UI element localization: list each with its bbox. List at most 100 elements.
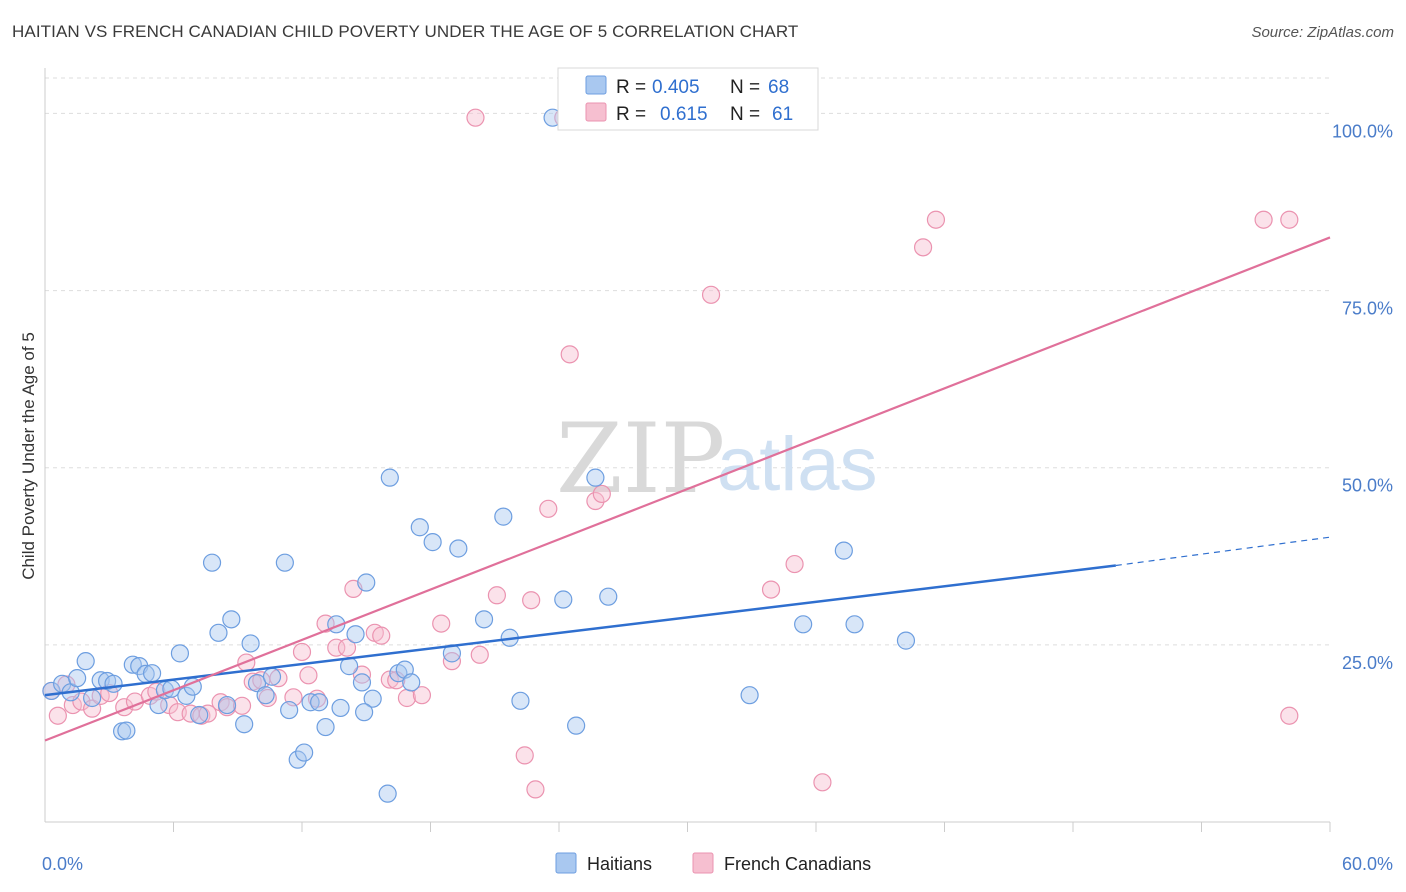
watermark: ZIP atlas (556, 403, 878, 515)
x-tick-labels: 0.0% 60.0% (42, 854, 1393, 874)
french-canadian-point (701, 285, 721, 304)
legend-r-label-1: R = (616, 77, 646, 98)
haitian-point (310, 693, 329, 712)
french-canadian-point (1280, 706, 1299, 725)
haitian-point (511, 691, 530, 710)
haitian-point (357, 573, 376, 592)
french-canadian-point (232, 696, 252, 715)
french-canadian-point (785, 554, 804, 574)
french-canadian-point (292, 642, 312, 662)
legend-n-value-2: 61 (772, 104, 793, 125)
y-tick-label: 25.0% (1342, 653, 1393, 673)
haitian-point (235, 715, 254, 734)
haitian-point (262, 667, 282, 686)
french-canadian-point (586, 491, 605, 511)
french-canadian-point (487, 586, 506, 605)
legend: R = 0.405 N = 68 R = 0.615 N = 61 (557, 67, 819, 131)
haitian-point (346, 625, 365, 644)
bottom-legend-french-canadians: French Canadians (724, 854, 871, 874)
french-canadian-point (761, 580, 781, 599)
french-canadian-point (299, 666, 318, 685)
french-canadians-points (42, 108, 1299, 799)
legend-swatch-french-canadians (585, 102, 607, 122)
haitian-point (83, 688, 102, 708)
legend-n-value-1: 68 (768, 77, 789, 98)
french-canadian-point (352, 665, 372, 684)
legend-n-label-1: N = (730, 77, 760, 98)
french-canadian-point (432, 614, 451, 633)
haitian-point (363, 689, 382, 708)
haitian-point (896, 631, 916, 650)
haitian-point (104, 674, 123, 693)
french-canadian-point (1280, 210, 1299, 229)
haitian-point (599, 587, 618, 606)
french-canadian-point (269, 669, 288, 688)
legend-r-value-2: 0.615 (660, 104, 708, 125)
bottom-legend-haitians: Haitians (587, 854, 652, 874)
haitian-point (275, 553, 294, 572)
haitian-point (834, 541, 853, 560)
y-tick-label: 75.0% (1342, 299, 1393, 319)
bottom-legend-swatch-french-canadians (692, 852, 714, 874)
haitian-point (190, 705, 209, 725)
haitian-point (474, 610, 494, 629)
haitian-point (222, 610, 241, 629)
haitian-point (217, 695, 237, 715)
trend-lines (44, 236, 1331, 742)
french-canadian-point (83, 699, 102, 718)
haitian-point (177, 686, 196, 705)
haitian-point (740, 686, 759, 705)
french-canadian-point (926, 210, 946, 229)
french-canadian-point (372, 626, 391, 645)
haitian-point (380, 468, 399, 487)
french-canadian-point (337, 638, 357, 657)
haitian-point (209, 623, 228, 642)
chart-title: HAITIAN VS FRENCH CANADIAN CHILD POVERTY… (12, 22, 799, 41)
haitian-point (76, 652, 95, 671)
french-canadian-point (913, 238, 933, 257)
source-label: Source: ZipAtlas.com (1251, 24, 1394, 41)
x-tick-label-max: 60.0% (1342, 854, 1393, 874)
haitian-point (123, 655, 142, 674)
french-canadian-point (412, 686, 432, 705)
french-canadian-point (1254, 210, 1273, 229)
y-tick-label: 50.0% (1342, 476, 1393, 496)
french-canadian-point (539, 499, 558, 518)
haitian-point (280, 700, 299, 720)
legend-r-value-1: 0.405 (652, 77, 700, 98)
haitian-point (352, 673, 372, 692)
haitian-point (288, 750, 307, 769)
haitian-point (449, 539, 468, 558)
french-canadian-point (442, 652, 462, 671)
haitian-point (794, 615, 813, 634)
haitian-point (378, 784, 397, 803)
y-tick-label: 100.0% (1332, 121, 1393, 141)
haitian-point (295, 743, 314, 762)
haitian-point (331, 698, 350, 718)
haitians-trend-extension (1115, 536, 1331, 567)
legend-n-label-2: N = (730, 104, 760, 125)
french-canadian-point (515, 746, 534, 765)
french-canadians-trend-line (44, 236, 1331, 742)
haitian-point (567, 716, 586, 735)
haitian-point (316, 717, 335, 737)
haitian-point (355, 703, 374, 722)
french-canadian-point (560, 345, 579, 364)
watermark-zip: ZIP (556, 403, 725, 515)
y-axis-label: Child Poverty Under the Age of 5 (19, 332, 38, 580)
haitian-point (117, 721, 136, 740)
haitian-point (68, 669, 87, 688)
haitian-point (241, 634, 260, 653)
french-canadian-point (592, 484, 611, 504)
x-tick-label-min: 0.0% (42, 854, 83, 874)
french-canadian-point (813, 773, 832, 792)
legend-r-label-2: R = (616, 104, 646, 125)
haitian-point (494, 507, 513, 526)
french-canadian-point (327, 638, 346, 657)
haitians-trend-line (44, 564, 1116, 697)
french-canadian-point (470, 645, 489, 664)
haitian-point (142, 664, 162, 683)
haitian-point (170, 644, 190, 663)
french-canadian-point (258, 688, 277, 708)
haitian-point (586, 468, 605, 487)
